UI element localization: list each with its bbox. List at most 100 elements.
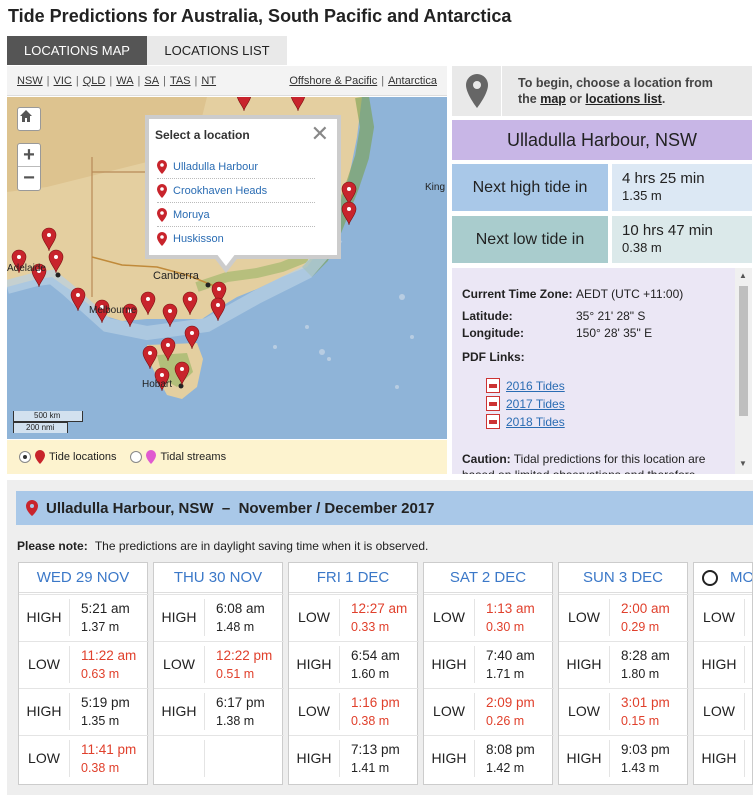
tide-type: HIGH [161, 609, 197, 625]
popup-item-huskisson[interactable]: Huskisson [157, 227, 315, 251]
map-pin-icon [157, 207, 167, 222]
tide-time: 6:17 pm [216, 695, 265, 710]
prompt-end: . [661, 92, 666, 106]
region-link-nt[interactable]: NT [201, 75, 217, 87]
scroll-down-icon[interactable]: ▼ [739, 459, 747, 468]
popup-close-icon[interactable]: ✕ [310, 121, 329, 146]
region-bar: NSW | VIC | QLD | WA | SA | TAS | NT Offshore … [7, 66, 447, 96]
map-home-button[interactable] [17, 107, 41, 131]
prompt-map-link[interactable]: map [540, 92, 566, 106]
location-pin-icon [452, 66, 502, 116]
tide-height: 1.35 m [81, 714, 120, 728]
caution-body: Tidal predictions for this location are … [462, 452, 706, 474]
scroll-up-icon[interactable]: ▲ [739, 271, 747, 280]
prompt-or: or [569, 92, 582, 106]
details-scrollbar[interactable]: ▲ ▼ [735, 268, 752, 474]
tide-height: 1.71 m [486, 667, 525, 681]
tide-time: 6:54 am [351, 648, 400, 663]
tide-slot: HIGH 7:13 pm 1.41 m [289, 735, 419, 780]
tide-time: 7:13 pm [351, 742, 400, 757]
slot-divider [69, 646, 70, 683]
tide-slot [154, 735, 284, 780]
red-pin-icon [35, 450, 45, 464]
tide-slot: HIGH 7:40 am 1.71 m [424, 641, 554, 686]
tide-slot: HIGH 8:28 am 1.80 m [559, 641, 689, 686]
tide-slot: LOW 3:01 pm 0.15 m [559, 688, 689, 733]
tide-time: 6:08 am [216, 601, 265, 616]
slot-divider [744, 693, 745, 730]
scale-km: 500 km [13, 411, 83, 422]
next-low-time: 10 hrs 47 min [622, 222, 713, 239]
legend-streams-label: Tidal streams [160, 451, 227, 463]
legend-tide-label: Tide locations [49, 451, 117, 463]
tide-type: LOW [298, 703, 330, 719]
pdf-link-label: 2016 Tides [506, 378, 565, 393]
tide-type: HIGH [161, 703, 197, 719]
tide-locations-radio[interactable] [19, 451, 31, 463]
tab-locations-list[interactable]: LOCATIONS LIST [147, 36, 287, 65]
tide-slot: LOW 1:16 pm 0.38 m [289, 688, 419, 733]
longitude-label: Longitude: [462, 326, 524, 340]
popup-item-ulladulla[interactable]: Ulladulla Harbour [157, 155, 315, 179]
pdf-link-2016[interactable]: 2016 Tides [486, 378, 565, 393]
note-text: The predictions are in daylight saving t… [94, 539, 429, 553]
region-link-tas[interactable]: TAS [169, 75, 191, 87]
scroll-next-icon[interactable] [702, 570, 718, 586]
region-link-vic[interactable]: VIC [53, 75, 72, 87]
popup-item-label: Moruya [173, 208, 210, 221]
region-link-nsw[interactable]: NSW [17, 75, 43, 87]
region-link-wa[interactable]: WA [116, 75, 134, 87]
slot-divider [744, 740, 745, 777]
day-header: WED 29 NOV [19, 563, 147, 593]
tide-slot: HIGH [694, 641, 752, 686]
tide-height: 1.41 m [351, 761, 390, 775]
location-title: Ulladulla Harbour, NSW [452, 120, 752, 160]
slot-divider [609, 646, 610, 683]
map-pin-icon [157, 183, 167, 198]
pdf-icon [486, 414, 500, 429]
tide-height: 1.38 m [216, 714, 255, 728]
tide-slot: LOW [694, 594, 752, 639]
tide-slot: LOW 2:09 pm 0.26 m [424, 688, 554, 733]
tide-height: 0.26 m [486, 714, 525, 728]
pdf-link-2017[interactable]: 2017 Tides [486, 396, 565, 411]
prompt-line1: To begin, choose a location from [518, 76, 713, 90]
tidal-streams-radio[interactable] [130, 451, 143, 463]
tide-time: 11:41 pm [81, 742, 137, 757]
tide-time: 1:16 pm [351, 695, 400, 710]
next-low-label: Next low tide in [452, 216, 608, 263]
slot-divider [69, 599, 70, 636]
region-link-offshore[interactable]: Offshore & Pacific [289, 75, 378, 87]
page-title: Tide Predictions for Australia, South Pa… [8, 6, 512, 26]
zoom-in-button[interactable]: + [18, 144, 40, 167]
popup-item-crookhaven[interactable]: Crookhaven Heads [157, 179, 315, 203]
region-link-qld[interactable]: QLD [82, 75, 106, 87]
next-high-height: 1.35 m [622, 188, 662, 203]
map-zoom-control: + − [17, 143, 41, 191]
tide-type: HIGH [431, 656, 467, 672]
zoom-out-button[interactable]: − [23, 167, 35, 189]
region-link-antarctica[interactable]: Antarctica [388, 75, 437, 87]
tide-type: LOW [703, 609, 735, 625]
tide-height: 1.42 m [486, 761, 525, 775]
tide-type: HIGH [26, 703, 62, 719]
tide-type: LOW [163, 656, 195, 672]
slot-divider [69, 693, 70, 730]
popup-item-moruya[interactable]: Moruya [157, 203, 315, 227]
map-label-melbourne: Melbourne [89, 305, 137, 316]
prompt-list-link[interactable]: locations list [585, 92, 662, 106]
tide-type: HIGH [566, 656, 602, 672]
tide-height: 0.15 m [621, 714, 660, 728]
tide-height: 0.51 m [216, 667, 255, 681]
region-link-sa[interactable]: SA [144, 75, 160, 87]
pdf-link-2018[interactable]: 2018 Tides [486, 414, 565, 429]
longitude-value: 150° 28' 35" E [576, 326, 653, 340]
pdf-link-label: 2017 Tides [506, 396, 565, 411]
tide-type: LOW [28, 750, 60, 766]
tide-time: 5:19 pm [81, 695, 130, 710]
tide-time: 12:27 am [351, 601, 408, 616]
popup-pointer [212, 253, 240, 273]
scrollbar-thumb[interactable] [739, 286, 748, 416]
tab-locations-map[interactable]: LOCATIONS MAP [7, 36, 147, 65]
next-high-value: 4 hrs 25 min 1.35 m [612, 164, 752, 211]
